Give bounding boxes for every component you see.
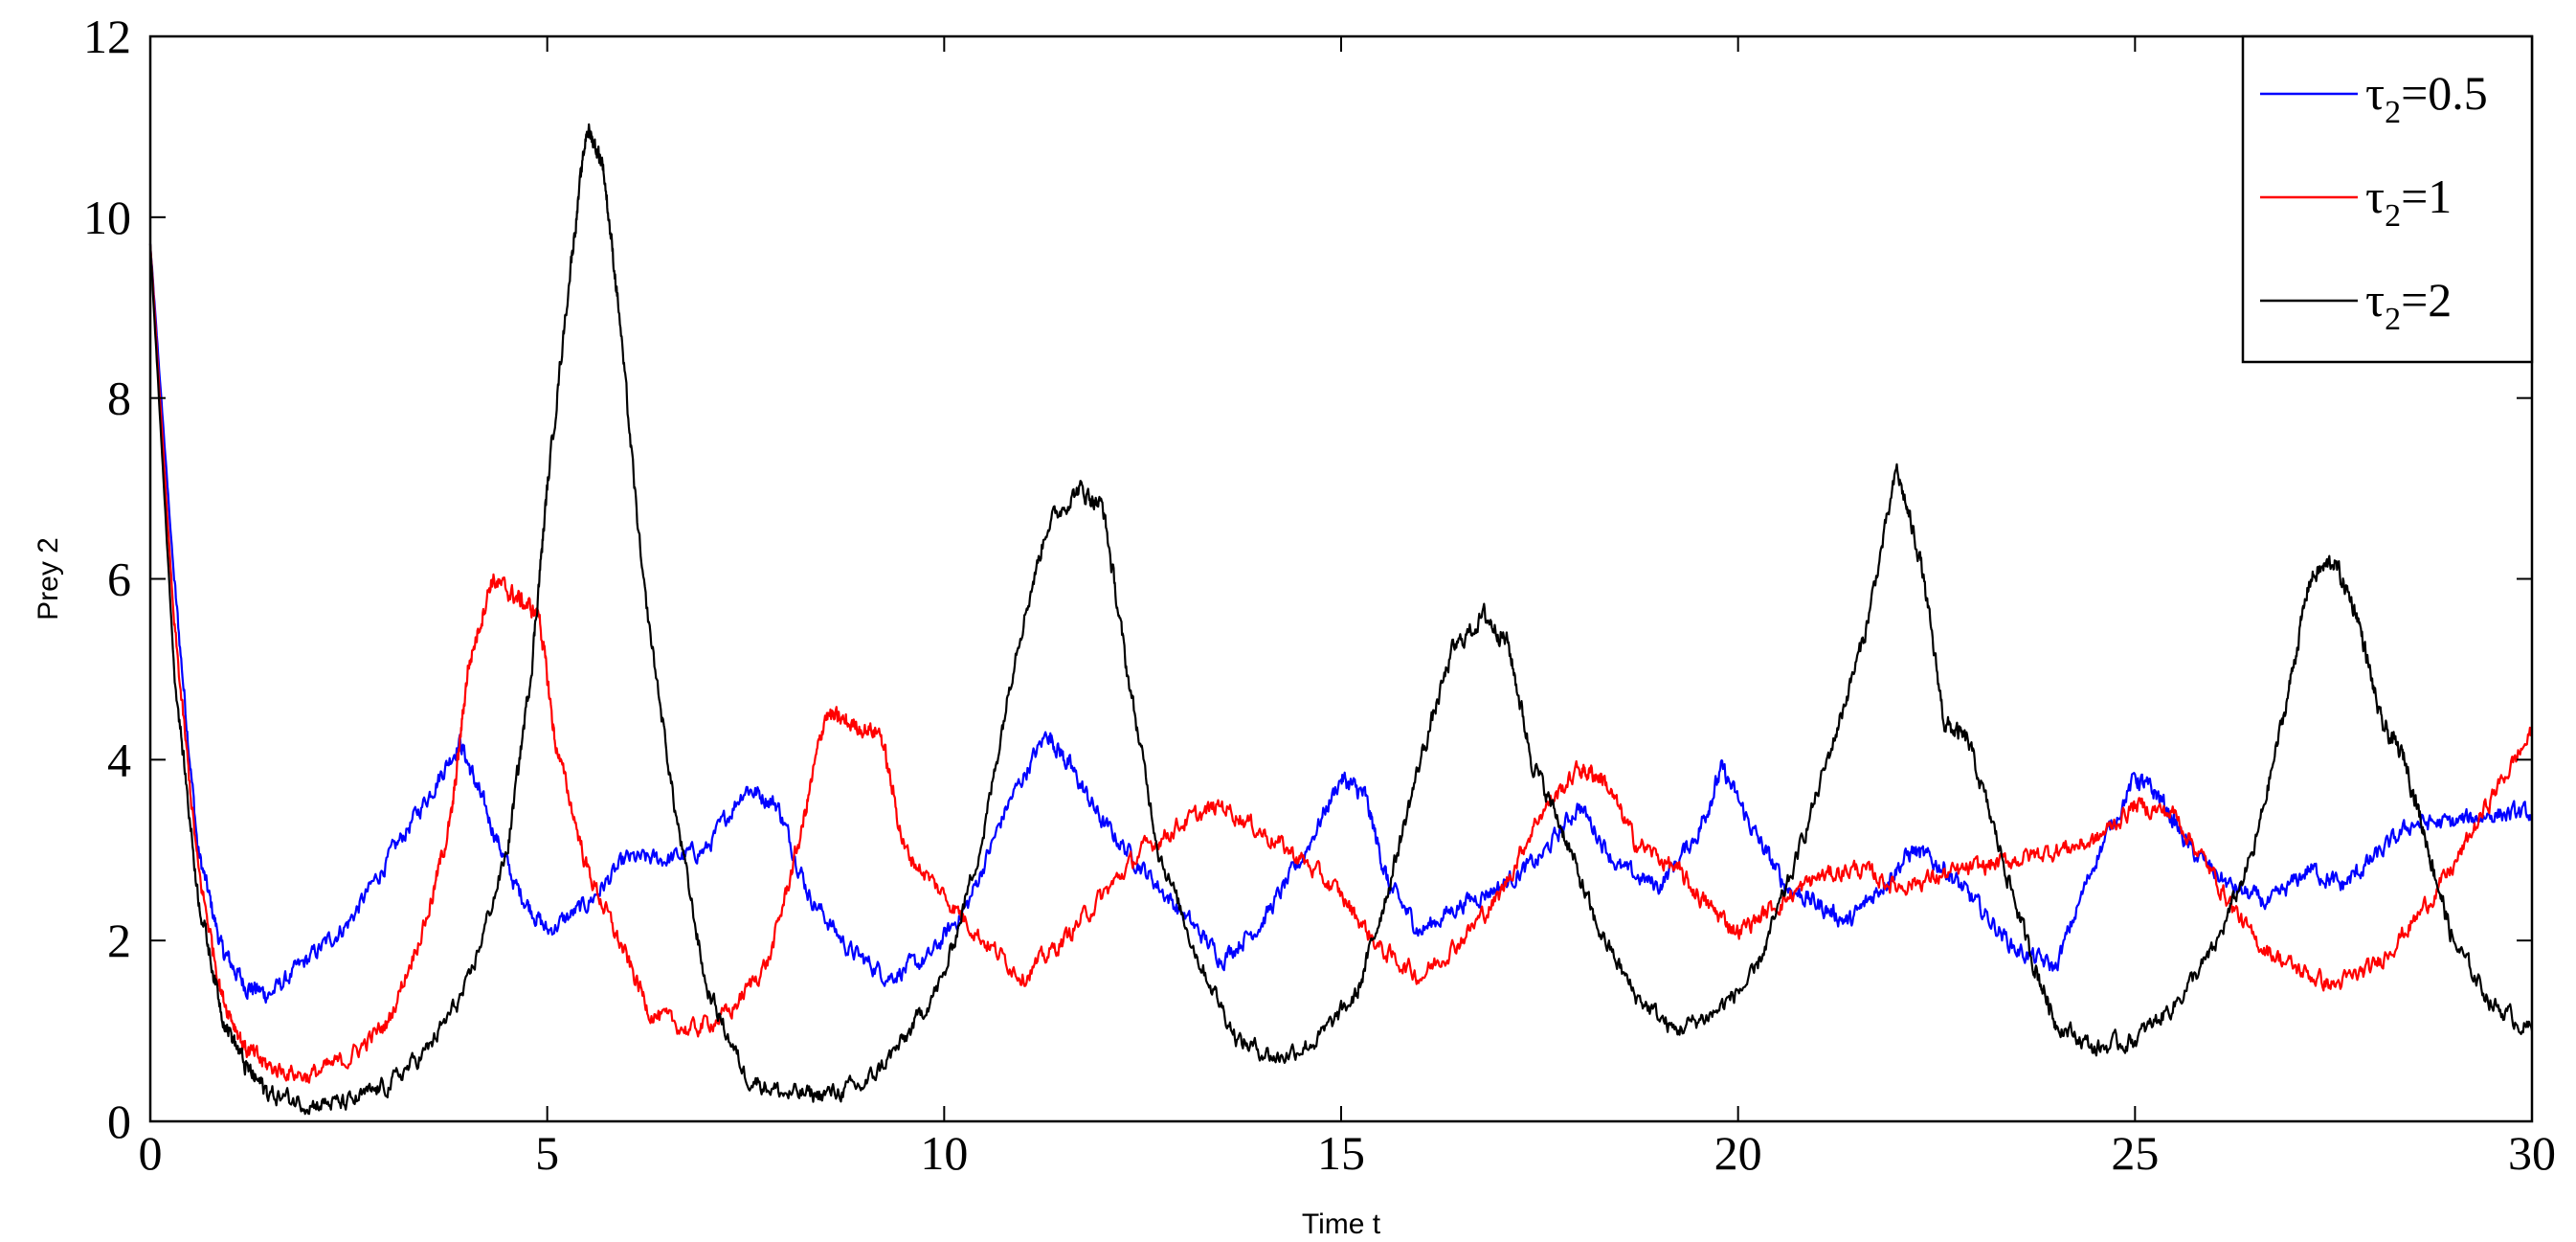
y-tick-label: 10: [83, 191, 131, 244]
series-line-2: [148, 244, 2534, 1084]
x-tick-label: 0: [139, 1126, 163, 1180]
series-line-3: [148, 123, 2534, 1116]
plot-lines: [148, 123, 2534, 1116]
x-tick-label: 5: [535, 1126, 559, 1180]
legend-value: =0.5: [2401, 66, 2488, 120]
legend-symbol: τ: [2365, 169, 2385, 223]
legend-symbol: τ: [2365, 273, 2385, 327]
y-tick-label: 12: [83, 10, 131, 63]
x-tick-label: 10: [920, 1126, 968, 1180]
legend-value: =2: [2401, 273, 2452, 327]
axis-ticks: [149, 35, 2533, 1122]
legend-subscript: 2: [2385, 302, 2401, 337]
x-tick-label: 30: [2508, 1126, 2556, 1180]
y-tick-label: 8: [107, 372, 131, 425]
legend-entries: τ2=0.5τ2=1τ2=2: [2260, 66, 2488, 337]
legend-entry-label: τ2=1: [2365, 169, 2452, 234]
legend: τ2=0.5τ2=1τ2=2: [2241, 34, 2534, 364]
x-tick-label: 25: [2111, 1126, 2159, 1180]
legend-entry-label: τ2=0.5: [2365, 66, 2488, 130]
legend-subscript: 2: [2385, 95, 2401, 130]
x-tick-label: 20: [1714, 1126, 1762, 1180]
series-line-1: [148, 243, 2534, 1005]
y-tick-label: 0: [107, 1095, 131, 1148]
y-tick-label: 4: [107, 733, 131, 786]
axis-tick-labels: 0 5 10 15 20 25 30 0 2 4 6 8 10 12: [83, 10, 2556, 1180]
y-tick-label: 2: [107, 914, 131, 967]
legend-box: [2241, 34, 2534, 364]
x-axis-label: Time t: [1302, 1208, 1381, 1240]
legend-entry-label: τ2=2: [2365, 273, 2452, 337]
legend-subscript: 2: [2385, 198, 2401, 234]
legend-value: =1: [2401, 169, 2452, 223]
legend-symbol: τ: [2365, 66, 2385, 120]
plot-frame: [148, 34, 2534, 1123]
y-tick-label: 6: [107, 553, 131, 606]
y-axis-label: Prey 2: [33, 537, 64, 621]
x-tick-label: 15: [1317, 1126, 1365, 1180]
